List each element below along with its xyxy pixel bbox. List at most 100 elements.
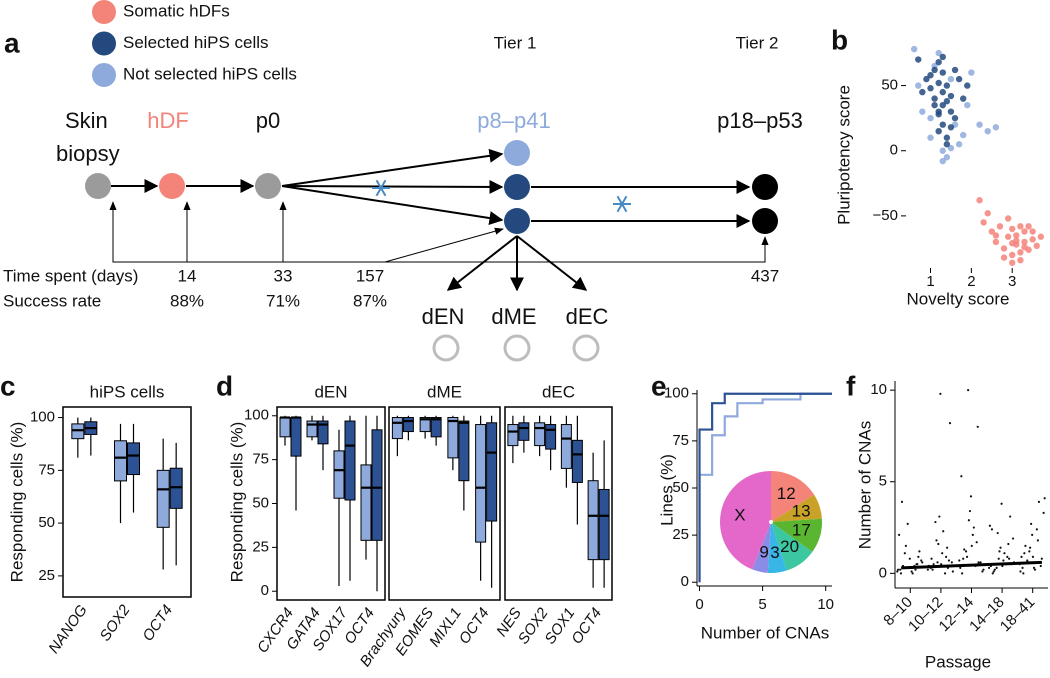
point (992, 232, 1000, 239)
y-tick-label: 25 (252, 538, 269, 555)
point (981, 570, 984, 573)
x-tick-label: SOX2 (97, 601, 134, 644)
point (992, 124, 1000, 131)
box (430, 417, 442, 438)
point (1040, 557, 1043, 560)
point (943, 82, 951, 89)
point (948, 422, 952, 425)
x-tick-label: NANOG (45, 602, 91, 657)
point (935, 539, 938, 542)
pie-center (769, 520, 773, 524)
stage-label: p0 (256, 108, 280, 133)
y-axis-title: Number of CNAs (855, 421, 874, 549)
point (916, 563, 919, 566)
point (1001, 564, 1004, 568)
arrow (281, 148, 504, 187)
point (1000, 254, 1008, 261)
x-axis-title: Number of CNAs (701, 623, 829, 642)
point (1030, 522, 1033, 525)
point (930, 557, 933, 560)
box (545, 424, 557, 450)
point (1024, 544, 1027, 547)
point (1000, 245, 1008, 252)
point (899, 572, 903, 575)
box (127, 442, 140, 476)
point (896, 570, 899, 573)
box (344, 420, 356, 501)
box (447, 417, 459, 459)
point (1023, 552, 1026, 555)
point (970, 544, 973, 547)
x-tick-label: OCT4 (139, 602, 176, 645)
point (1008, 557, 1011, 560)
point (921, 561, 924, 564)
diff-label: dME (491, 304, 536, 329)
group-title: dEN (314, 382, 347, 401)
point (896, 568, 900, 571)
point (961, 572, 964, 575)
snowflake (613, 195, 631, 213)
y-tick-label: 0 (879, 564, 887, 581)
point (931, 66, 938, 74)
point (1004, 233, 1012, 240)
point (993, 568, 996, 571)
node (752, 174, 778, 200)
point (1013, 232, 1020, 239)
stage-label: hDF (147, 108, 189, 133)
point (917, 555, 920, 558)
point (992, 238, 1000, 246)
y-tick-label: 75 (252, 451, 269, 468)
point (1033, 568, 1037, 571)
point (923, 75, 930, 83)
y-tick-label: 50 (252, 494, 269, 511)
diff-label: dEN (422, 304, 465, 329)
point (1028, 550, 1031, 553)
pie-slice (771, 494, 822, 522)
box (587, 480, 599, 561)
point (900, 500, 904, 504)
box (317, 420, 329, 445)
point (1025, 223, 1032, 230)
point (971, 533, 974, 536)
y-tick-label: 0 (890, 142, 898, 159)
point (941, 552, 944, 555)
point (955, 75, 963, 83)
point (920, 559, 923, 562)
point (992, 570, 995, 573)
panel-title: hiPS cells (90, 382, 165, 401)
point (1009, 240, 1016, 247)
point (945, 555, 948, 558)
node (504, 140, 530, 166)
point (1009, 259, 1016, 266)
node (504, 208, 530, 234)
point (931, 568, 934, 571)
point (904, 544, 907, 547)
point (947, 124, 955, 131)
y-tick-label: 75 (38, 461, 55, 478)
point (942, 530, 945, 533)
snowflake (372, 179, 390, 197)
box (458, 420, 470, 482)
point (1039, 564, 1042, 568)
point (998, 550, 1001, 553)
point (1037, 500, 1041, 504)
node (432, 334, 460, 362)
box (306, 420, 318, 438)
pie-slice (720, 471, 771, 570)
node (255, 173, 281, 199)
panel-letter: b (831, 24, 848, 55)
row-label: Success rate (3, 291, 101, 310)
point (947, 144, 955, 152)
point (943, 134, 951, 141)
point (932, 563, 935, 566)
point (1007, 542, 1010, 546)
point (976, 197, 983, 204)
x-tick-label: 2 (967, 273, 975, 290)
panel-frame (62, 406, 192, 598)
point (914, 568, 917, 571)
point (898, 533, 901, 536)
legend-label: Not selected hiPS cells (123, 64, 297, 83)
y-tick-label: 10 (870, 381, 887, 398)
point (1022, 572, 1025, 575)
